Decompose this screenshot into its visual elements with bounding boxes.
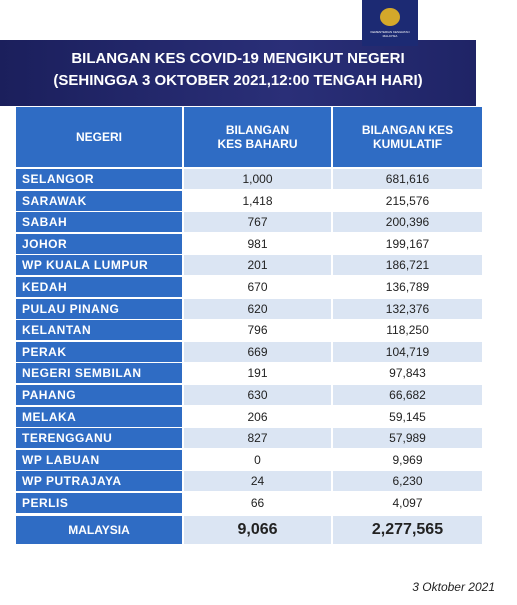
value-cell: 200,396 [333,212,482,233]
value-cell: 206 [184,406,331,427]
value-cell: 6,230 [333,471,482,492]
value-cell: 66,682 [333,385,482,406]
total-value: 9,066 [184,515,331,544]
value-cell: 97,843 [333,363,482,384]
footer-date: 3 Oktober 2021 [412,580,495,594]
table: NEGERI BILANGAN KES BAHARU BILANGAN KES KU… [15,107,483,545]
value-cell: 670 [184,277,331,298]
value-cell: 630 [184,385,331,406]
total-label: MALAYSIA [16,515,182,544]
value-cell: 1,000 [184,169,331,190]
value-cell: 132,376 [333,298,482,319]
value-cell: 767 [184,212,331,233]
state-cell: MELAKA [16,406,182,427]
value-cell: 57,989 [333,428,482,449]
value-cell: 104,719 [333,341,482,362]
value-cell: 199,167 [333,233,482,254]
state-cell: WP PUTRAJAYA [16,471,182,492]
state-cell: SABAH [16,212,182,233]
logo-emblem [380,8,400,26]
state-cell: PAHANG [16,385,182,406]
value-cell: 4,097 [333,493,482,514]
column-header: BILANGAN KES BAHARU [184,107,331,167]
title-banner [0,40,476,106]
value-cell: 66 [184,493,331,514]
subtitle: (SEHINGGA 3 OKTOBER 2021,12:00 TENGAH HA… [53,72,423,89]
state-cell: PERLIS [16,493,182,514]
logo-box: KEMENTERIAN KESIHATAN MALAYSIA [362,0,418,46]
value-cell: 1,418 [184,190,331,211]
state-cell: WP KUALA LUMPUR [16,255,182,276]
value-cell: 59,145 [333,406,482,427]
value-cell: 669 [184,341,331,362]
value-cell: 215,576 [333,190,482,211]
value-cell: 827 [184,428,331,449]
state-cell: KEDAH [16,277,182,298]
state-cell: SARAWAK [16,190,182,211]
value-cell: 201 [184,255,331,276]
column-header: BILANGAN KES KUMULATIF [333,107,482,167]
value-cell: 24 [184,471,331,492]
value-cell: 0 [184,449,331,470]
value-cell: 681,616 [333,169,482,190]
total-value: 2,277,565 [333,515,482,544]
state-cell: WP LABUAN [16,449,182,470]
value-cell: 981 [184,233,331,254]
value-cell: 186,721 [333,255,482,276]
value-cell: 191 [184,363,331,384]
state-cell: KELANTAN [16,320,182,341]
state-cell: PERAK [16,341,182,362]
logo-text: KEMENTERIAN KESIHATAN MALAYSIA [370,30,410,38]
state-cell: PULAU PINANG [16,298,182,319]
value-cell: 620 [184,298,331,319]
state-cell: NEGERI SEMBILAN [16,363,182,384]
column-header: NEGERI [16,107,182,167]
state-cell: JOHOR [16,233,182,254]
value-cell: 9,969 [333,449,482,470]
value-cell: 118,250 [333,320,482,341]
value-cell: 136,789 [333,277,482,298]
title: BILANGAN KES COVID-19 MENGIKUT NEGERI [71,50,405,67]
state-cell: TERENGGANU [16,428,182,449]
state-cell: SELANGOR [16,169,182,190]
value-cell: 796 [184,320,331,341]
